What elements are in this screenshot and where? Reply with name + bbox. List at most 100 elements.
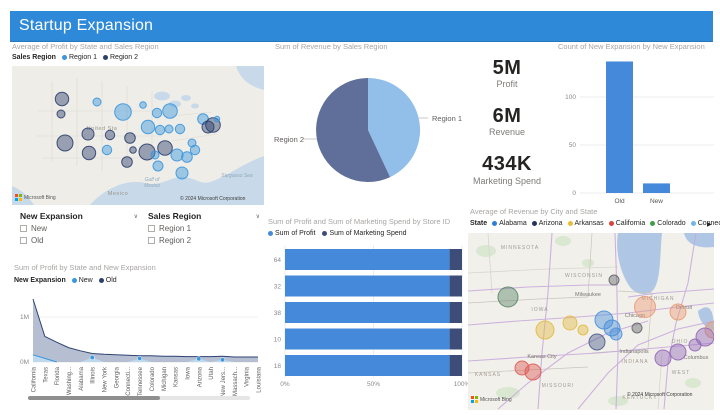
map-bubble[interactable] bbox=[170, 148, 184, 162]
pie-label-region-2[interactable]: Region 2 bbox=[274, 135, 305, 144]
legend-item-alabama[interactable]: Alabama bbox=[492, 220, 527, 227]
stacked-segment[interactable] bbox=[449, 275, 462, 297]
map-bubble[interactable] bbox=[150, 150, 160, 160]
map-bubble[interactable] bbox=[174, 123, 186, 135]
legend-item-old[interactable]: Old bbox=[98, 277, 117, 284]
bing-logo[interactable]: Microsoft Bing bbox=[471, 396, 512, 403]
legend-item-connecticut[interactable]: Connecticut bbox=[690, 220, 720, 227]
map-bubble[interactable] bbox=[92, 97, 102, 107]
slicer-option-region-2[interactable]: Region 2 bbox=[148, 236, 260, 245]
legend-item-region-1[interactable]: Region 1 bbox=[61, 54, 97, 61]
map-bubble[interactable] bbox=[175, 166, 189, 180]
map-bubble[interactable] bbox=[608, 274, 620, 286]
pie-slice[interactable] bbox=[316, 78, 391, 182]
stacked-segment[interactable] bbox=[285, 275, 450, 297]
map-bubble[interactable] bbox=[562, 315, 578, 331]
map-bubble[interactable] bbox=[669, 303, 687, 321]
map-bubble[interactable] bbox=[140, 119, 156, 135]
map-bubble[interactable] bbox=[201, 120, 215, 134]
checkbox-icon[interactable] bbox=[20, 237, 27, 244]
map-bubble[interactable] bbox=[114, 103, 132, 121]
slicer-option-old[interactable]: Old bbox=[20, 236, 138, 245]
area-new[interactable] bbox=[33, 354, 258, 362]
map-bubble[interactable] bbox=[56, 109, 66, 119]
pie-label-region-1[interactable]: Region 1 bbox=[432, 114, 463, 123]
map-bubble[interactable] bbox=[181, 151, 193, 163]
column-new[interactable] bbox=[643, 183, 670, 193]
legend-item-marketing[interactable]: Sum of Marketing Spend bbox=[322, 230, 407, 237]
area-marker[interactable] bbox=[196, 356, 202, 362]
stacked-segment[interactable] bbox=[285, 355, 450, 376]
legend-item-region-2[interactable]: Region 2 bbox=[103, 54, 138, 61]
legend-item-colorado[interactable]: Colorado bbox=[650, 220, 686, 227]
map-bubble[interactable] bbox=[152, 160, 164, 172]
stacked-segment[interactable] bbox=[449, 355, 462, 376]
map-bubble[interactable] bbox=[603, 319, 621, 337]
map-bubble[interactable] bbox=[688, 338, 702, 352]
map-bubble[interactable] bbox=[695, 327, 714, 347]
area-marker[interactable] bbox=[220, 357, 225, 363]
map-bubble[interactable] bbox=[164, 124, 174, 134]
map-bubble[interactable] bbox=[514, 360, 530, 376]
map-bubble[interactable] bbox=[56, 134, 74, 152]
legend-store-bar: Sum of Profit Sum of Marketing Spend bbox=[268, 230, 407, 237]
chevron-down-icon[interactable]: ∨ bbox=[133, 213, 138, 220]
map-bubble[interactable] bbox=[129, 146, 137, 154]
stacked-segment[interactable] bbox=[449, 249, 462, 270]
map-bubble[interactable] bbox=[81, 145, 97, 161]
map-bubble[interactable] bbox=[104, 129, 116, 141]
pie-slice[interactable] bbox=[368, 77, 421, 178]
map-bubble[interactable] bbox=[213, 115, 221, 123]
checkbox-icon[interactable] bbox=[148, 237, 155, 244]
map-bubble[interactable] bbox=[497, 286, 519, 308]
map-bubble[interactable] bbox=[535, 320, 555, 340]
stacked-segment[interactable] bbox=[449, 328, 462, 350]
area-old[interactable] bbox=[33, 299, 258, 362]
legend-item-arizona[interactable]: Arizona bbox=[531, 220, 563, 227]
map-bubble[interactable] bbox=[154, 124, 166, 136]
legend-overflow-icon[interactable]: ▶ bbox=[707, 222, 712, 228]
chevron-down-icon[interactable]: ∨ bbox=[255, 213, 260, 220]
map-bubble[interactable] bbox=[121, 156, 133, 168]
map-bubble[interactable] bbox=[101, 144, 113, 156]
slicer-option-region-1[interactable]: Region 1 bbox=[148, 224, 260, 233]
map-bubble[interactable] bbox=[588, 333, 606, 351]
slicer-option-new[interactable]: New bbox=[20, 224, 138, 233]
map-bubble[interactable] bbox=[669, 343, 687, 361]
slicer-header[interactable]: New Expansion ∨ bbox=[20, 211, 138, 221]
map-bubble[interactable] bbox=[54, 91, 70, 107]
legend-item-california[interactable]: California bbox=[608, 220, 645, 227]
stacked-segment[interactable] bbox=[285, 249, 450, 270]
legend-item-profit[interactable]: Sum of Profit bbox=[268, 230, 315, 237]
map-bubble[interactable] bbox=[631, 322, 643, 334]
checkbox-icon[interactable] bbox=[20, 225, 27, 232]
slicer-sales-region: Sales Region ∨ Region 1 Region 2 bbox=[148, 211, 260, 245]
area-marker[interactable] bbox=[137, 355, 143, 361]
stacked-segment[interactable] bbox=[449, 302, 462, 323]
map-bubble[interactable] bbox=[187, 138, 197, 148]
map-bubble[interactable] bbox=[157, 140, 173, 156]
stacked-segment[interactable] bbox=[285, 328, 450, 350]
map-bubble[interactable] bbox=[609, 327, 623, 341]
area-marker[interactable] bbox=[89, 355, 95, 360]
horizontal-scrollbar[interactable] bbox=[28, 396, 250, 400]
city-map-canvas[interactable]: MINNESOTA WISCONSIN Milwaukee IOWA Chicago MI… bbox=[468, 233, 714, 410]
map-bubble[interactable] bbox=[704, 321, 714, 339]
bing-logo[interactable]: Microsoft Bing bbox=[15, 194, 56, 201]
legend-item-new[interactable]: New bbox=[71, 277, 93, 284]
legend-item-arkansas[interactable]: Arkansas bbox=[567, 220, 604, 227]
map-bubble[interactable] bbox=[151, 107, 163, 119]
scrollbar-thumb[interactable] bbox=[28, 396, 160, 400]
map-bubble[interactable] bbox=[139, 101, 147, 109]
map-bubble[interactable] bbox=[162, 103, 178, 119]
map-bubble[interactable] bbox=[577, 324, 589, 336]
checkbox-icon[interactable] bbox=[148, 225, 155, 232]
stacked-segment[interactable] bbox=[285, 302, 450, 323]
map-bubble[interactable] bbox=[654, 349, 672, 367]
slicer-header[interactable]: Sales Region ∨ bbox=[148, 211, 260, 221]
map-bubble[interactable] bbox=[81, 127, 95, 141]
map-bubble[interactable] bbox=[124, 132, 136, 144]
map-bubble[interactable] bbox=[634, 296, 656, 318]
column-old[interactable] bbox=[606, 61, 633, 194]
